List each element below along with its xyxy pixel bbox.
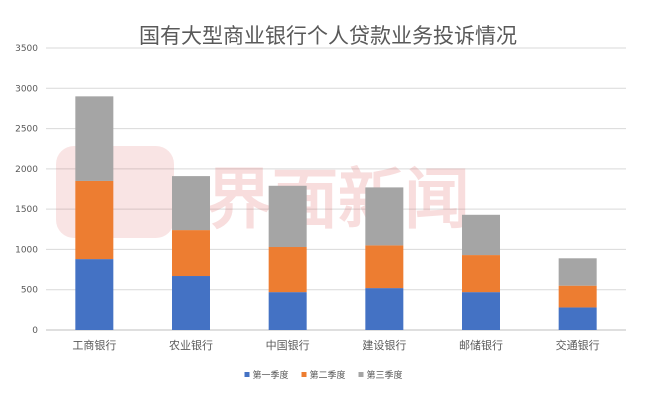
category-label: 农业银行 xyxy=(169,338,213,352)
category-label: 建设银行 xyxy=(362,338,406,352)
bar-segment xyxy=(268,185,307,248)
bar-segment xyxy=(365,288,404,330)
bar-segment xyxy=(75,259,114,330)
y-tick-label: 3500 xyxy=(15,44,38,54)
bar-segment xyxy=(462,255,500,293)
y-tick-label: 2500 xyxy=(15,125,38,135)
legend: 第一季度 第二季度 第三季度 xyxy=(244,369,403,381)
bar-segment xyxy=(268,247,307,293)
bars xyxy=(75,96,597,330)
y-tick-label: 0 xyxy=(32,326,38,336)
legend-label: 第二季度 xyxy=(310,369,346,381)
bar-segment xyxy=(172,276,210,330)
bar-segment xyxy=(558,307,597,330)
y-tick-label: 3000 xyxy=(15,84,38,94)
y-tick-label: 1000 xyxy=(15,245,38,255)
category-label: 交通银行 xyxy=(556,338,600,352)
watermark: 界面新闻 xyxy=(56,146,470,238)
bar-segment xyxy=(75,180,114,260)
category-label: 中国银行 xyxy=(266,338,310,352)
y-tick-label: 2000 xyxy=(15,165,38,175)
bar-segment xyxy=(558,258,597,286)
watermark-logo-box xyxy=(56,146,174,238)
gridlines xyxy=(46,47,626,331)
y-tick-label: 500 xyxy=(21,286,38,296)
bar-segment xyxy=(268,292,307,330)
legend-swatch xyxy=(244,372,250,377)
bar-segment xyxy=(172,230,210,277)
bar-segment xyxy=(558,285,597,308)
bar-segment xyxy=(462,214,500,256)
legend-label: 第三季度 xyxy=(367,369,403,381)
legend-swatch xyxy=(301,372,307,377)
bar-segment xyxy=(75,96,114,181)
bar-segment xyxy=(462,292,500,330)
legend-swatch xyxy=(358,372,364,377)
y-tick-label: 1500 xyxy=(15,205,38,215)
x-axis-labels: 工商银行 农业银行 中国银行 建设银行 邮储银行 交通银行 xyxy=(72,338,599,352)
bar-segment xyxy=(365,245,404,289)
category-label: 邮储银行 xyxy=(459,338,503,352)
chart-title: 国有大型商业银行个人贷款业务投诉情况 xyxy=(139,24,517,48)
bar-segment xyxy=(172,176,210,231)
legend-label: 第一季度 xyxy=(253,369,289,381)
y-axis-ticks: 0 500 1000 1500 2000 2500 3000 3500 xyxy=(15,44,38,336)
category-label: 工商银行 xyxy=(72,338,116,352)
watermark-text: 界面新闻 xyxy=(206,161,470,238)
bar-segment xyxy=(365,187,404,246)
